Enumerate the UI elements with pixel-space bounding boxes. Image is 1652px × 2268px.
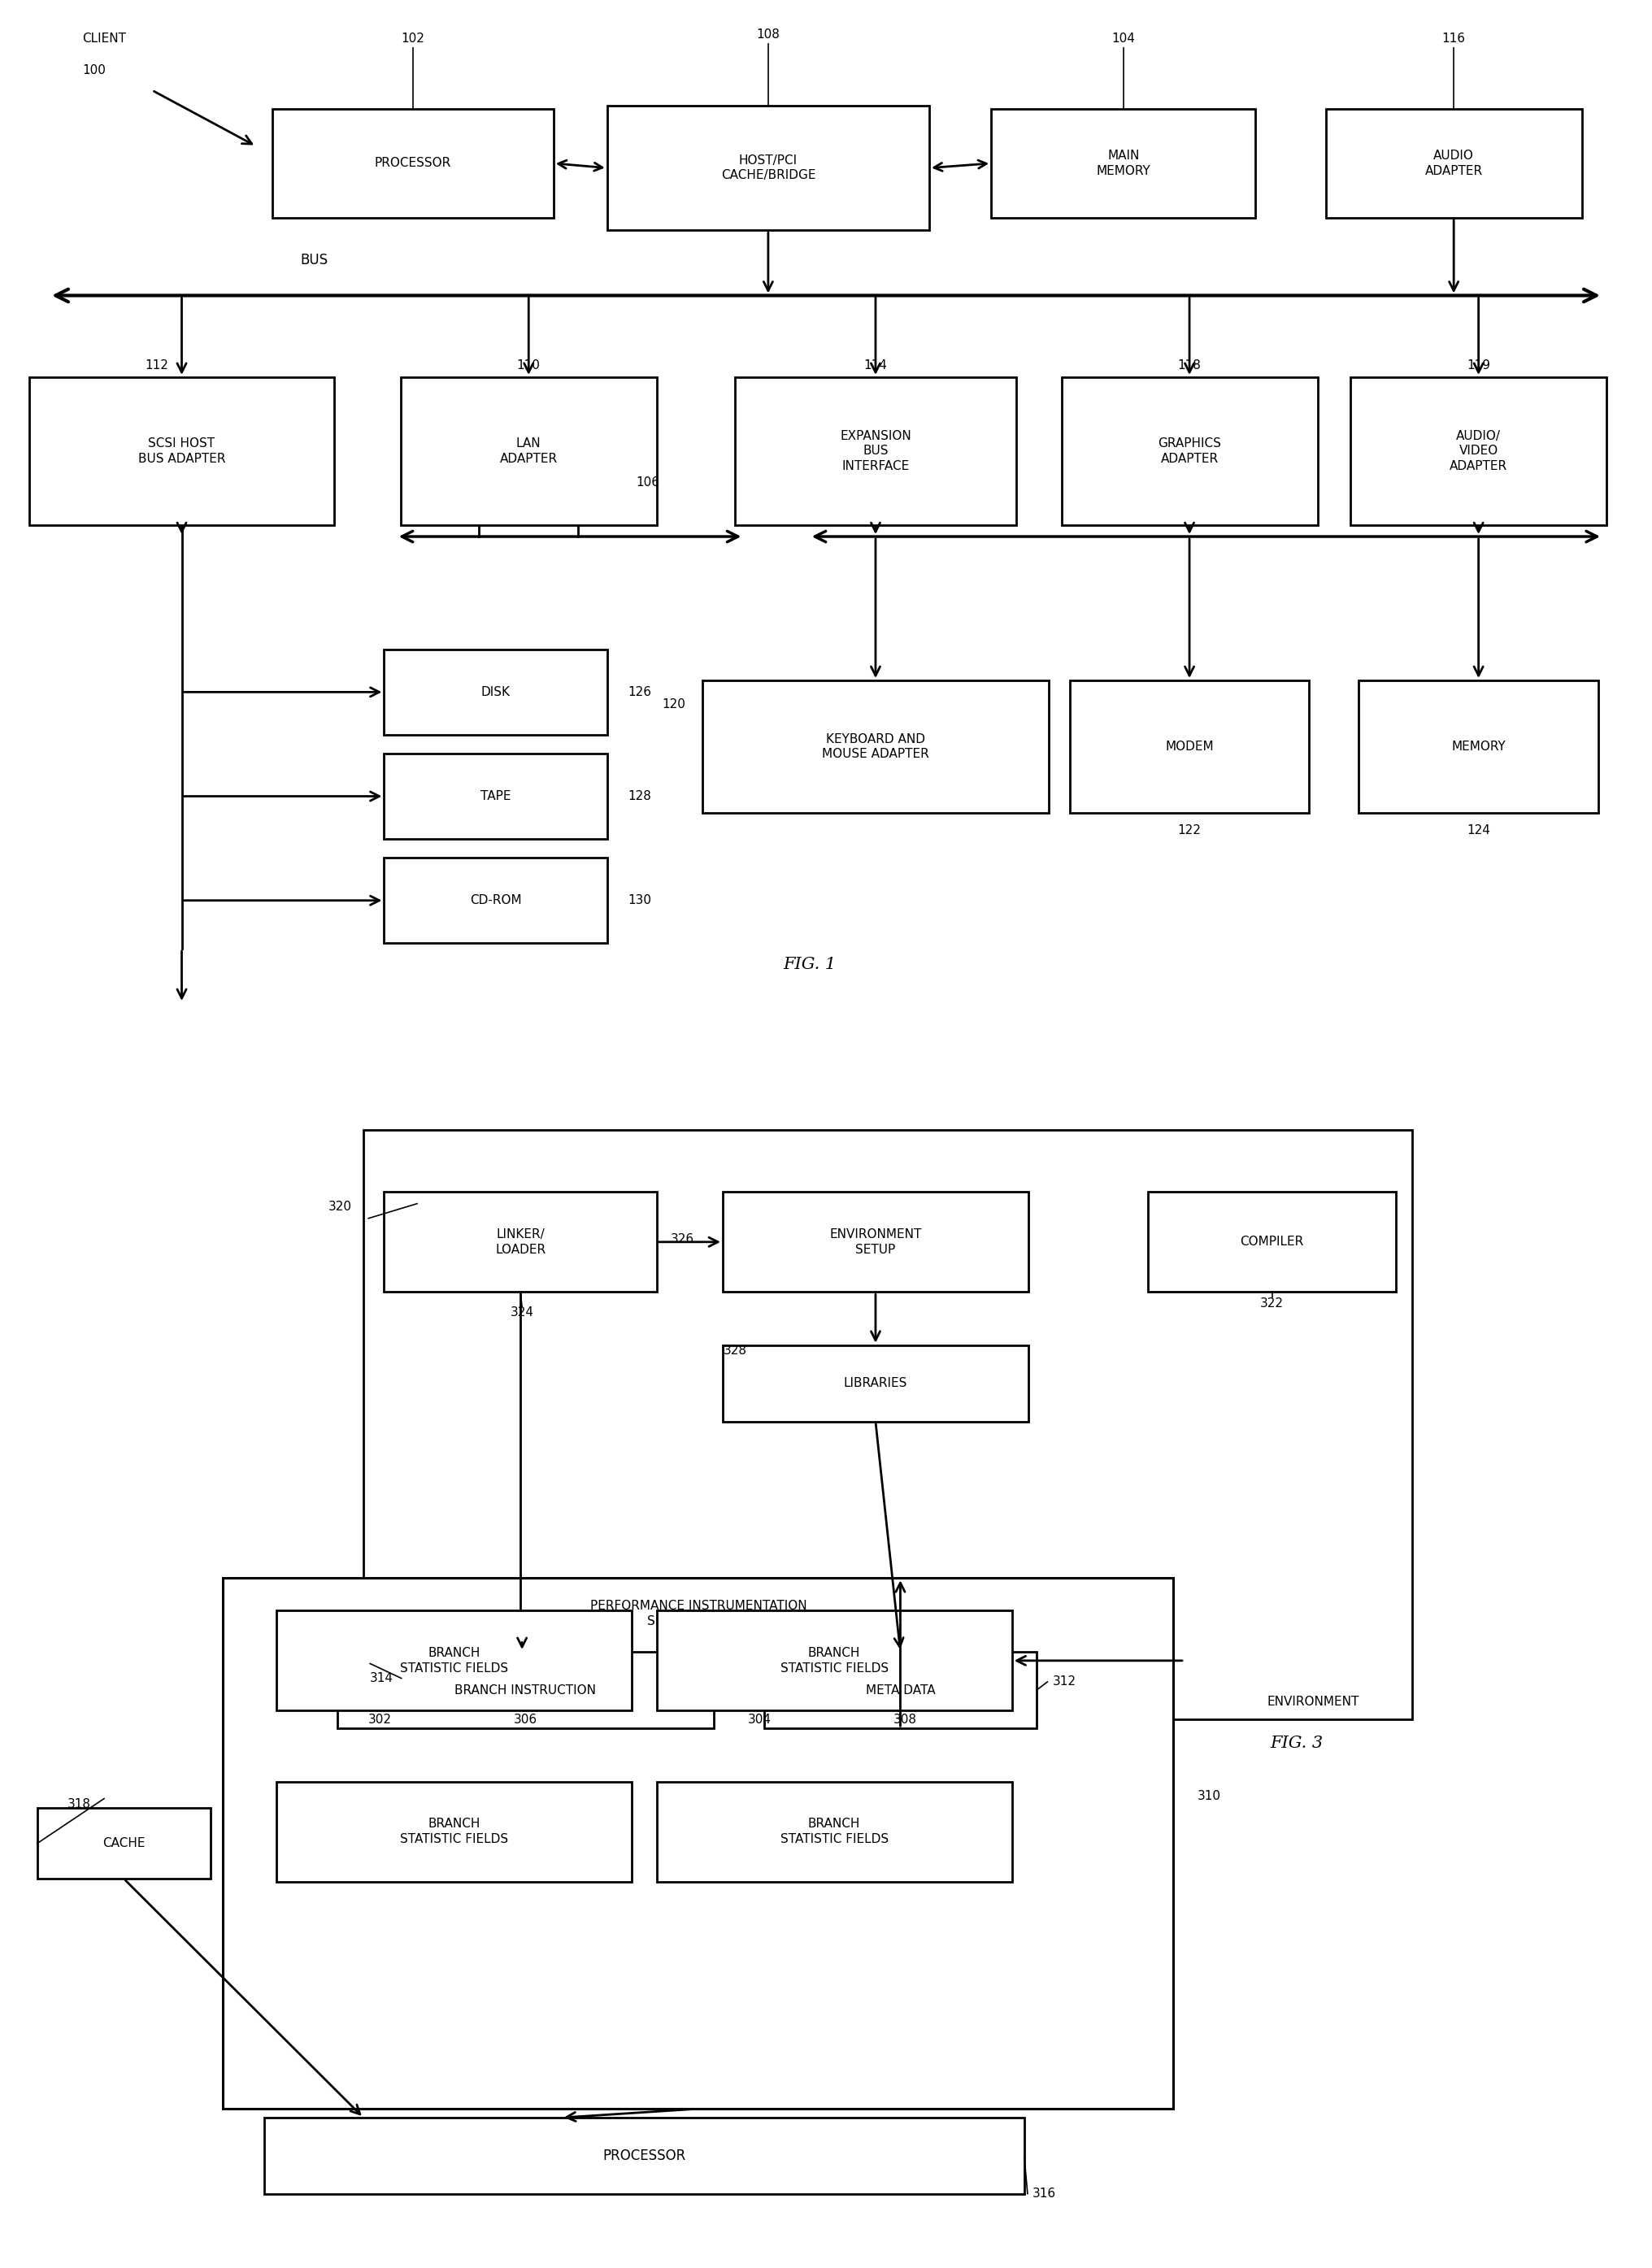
Text: GRAPHICS
ADAPTER: GRAPHICS ADAPTER [1158, 438, 1221, 465]
Text: EXPANSION
BUS
INTERFACE: EXPANSION BUS INTERFACE [839, 431, 912, 472]
FancyBboxPatch shape [735, 376, 1016, 524]
FancyBboxPatch shape [657, 1610, 1011, 1710]
FancyBboxPatch shape [1148, 1193, 1396, 1293]
Text: 308: 308 [894, 1715, 917, 1726]
Text: LINKER/
LOADER: LINKER/ LOADER [496, 1229, 545, 1256]
FancyBboxPatch shape [608, 107, 928, 229]
FancyBboxPatch shape [273, 109, 553, 218]
FancyBboxPatch shape [657, 1783, 1011, 1882]
Text: DISK: DISK [481, 685, 510, 699]
Text: 104: 104 [1112, 32, 1135, 45]
FancyBboxPatch shape [223, 1579, 1173, 2109]
FancyBboxPatch shape [1070, 680, 1308, 812]
Text: ENVIRONMENT: ENVIRONMENT [1267, 1696, 1360, 1708]
Text: TAPE: TAPE [481, 789, 510, 803]
Text: 116: 116 [1442, 32, 1465, 45]
Text: 100: 100 [83, 64, 106, 77]
Text: 310: 310 [1198, 1789, 1221, 1803]
FancyBboxPatch shape [383, 753, 608, 839]
Text: 322: 322 [1260, 1297, 1284, 1309]
Text: 112: 112 [145, 358, 169, 372]
Text: 128: 128 [628, 789, 651, 803]
Text: 312: 312 [1052, 1676, 1075, 1687]
FancyBboxPatch shape [991, 109, 1256, 218]
Text: 108: 108 [757, 27, 780, 41]
Text: AUDIO
ADAPTER: AUDIO ADAPTER [1424, 150, 1483, 177]
FancyBboxPatch shape [702, 680, 1049, 812]
Text: LIBRARIES: LIBRARIES [844, 1377, 907, 1390]
Text: BUS: BUS [301, 252, 327, 268]
Text: PROCESSOR: PROCESSOR [603, 2148, 686, 2164]
Text: FIG. 1: FIG. 1 [783, 957, 836, 973]
Text: HOST/PCI
CACHE/BRIDGE: HOST/PCI CACHE/BRIDGE [720, 154, 816, 181]
Text: PROCESSOR: PROCESSOR [375, 156, 451, 170]
Text: 102: 102 [401, 32, 425, 45]
Text: AUDIO/
VIDEO
ADAPTER: AUDIO/ VIDEO ADAPTER [1449, 431, 1508, 472]
FancyBboxPatch shape [278, 1610, 633, 1710]
FancyBboxPatch shape [1325, 109, 1583, 218]
Text: PERFORMANCE INSTRUMENTATION
SHADOW CACHE: PERFORMANCE INSTRUMENTATION SHADOW CACHE [590, 1599, 808, 1626]
FancyBboxPatch shape [383, 649, 608, 735]
Text: CD-ROM: CD-ROM [469, 894, 522, 907]
Text: BRANCH
STATISTIC FIELDS: BRANCH STATISTIC FIELDS [780, 1647, 889, 1674]
FancyBboxPatch shape [383, 1193, 656, 1293]
FancyBboxPatch shape [1061, 376, 1318, 524]
Text: CLIENT: CLIENT [83, 32, 127, 45]
Text: BRANCH INSTRUCTION: BRANCH INSTRUCTION [454, 1685, 596, 1696]
Text: MAIN
MEMORY: MAIN MEMORY [1097, 150, 1150, 177]
FancyBboxPatch shape [1358, 680, 1599, 812]
Text: FIG. 3: FIG. 3 [1270, 1735, 1323, 1751]
Text: SCSI HOST
BUS ADAPTER: SCSI HOST BUS ADAPTER [139, 438, 225, 465]
Text: MODEM: MODEM [1165, 739, 1214, 753]
Text: 114: 114 [864, 358, 887, 372]
Text: BRANCH
STATISTIC FIELDS: BRANCH STATISTIC FIELDS [400, 1647, 509, 1674]
Text: 130: 130 [628, 894, 651, 907]
FancyBboxPatch shape [763, 1651, 1037, 1728]
FancyBboxPatch shape [1351, 376, 1606, 524]
Text: 304: 304 [748, 1715, 771, 1726]
Text: 126: 126 [628, 685, 651, 699]
Text: 302: 302 [368, 1715, 392, 1726]
Text: LAN
ADAPTER: LAN ADAPTER [499, 438, 558, 465]
Text: 124: 124 [1467, 823, 1490, 837]
Text: COMPILER: COMPILER [1241, 1236, 1303, 1247]
FancyBboxPatch shape [337, 1651, 714, 1728]
FancyBboxPatch shape [400, 376, 656, 524]
Text: 316: 316 [1032, 2189, 1056, 2200]
Text: 314: 314 [370, 1672, 393, 1685]
Text: 324: 324 [510, 1306, 534, 1318]
Text: 326: 326 [671, 1234, 694, 1245]
Text: ENVIRONMENT
SETUP: ENVIRONMENT SETUP [829, 1229, 922, 1256]
Text: META DATA: META DATA [866, 1685, 935, 1696]
Text: KEYBOARD AND
MOUSE ADAPTER: KEYBOARD AND MOUSE ADAPTER [823, 733, 928, 760]
Text: 106: 106 [636, 476, 659, 488]
FancyBboxPatch shape [363, 1129, 1412, 1719]
FancyBboxPatch shape [264, 2118, 1024, 2195]
FancyBboxPatch shape [383, 857, 608, 943]
Text: 306: 306 [514, 1715, 537, 1726]
FancyBboxPatch shape [36, 1808, 211, 1878]
FancyBboxPatch shape [278, 1783, 633, 1882]
Text: 320: 320 [329, 1200, 352, 1213]
Text: 318: 318 [68, 1799, 91, 1810]
Text: CACHE: CACHE [102, 1837, 145, 1848]
Text: 119: 119 [1467, 358, 1490, 372]
Text: 122: 122 [1178, 823, 1201, 837]
FancyBboxPatch shape [724, 1193, 1028, 1293]
FancyBboxPatch shape [30, 376, 334, 524]
Text: 110: 110 [517, 358, 540, 372]
Text: 120: 120 [662, 699, 686, 710]
Text: BRANCH
STATISTIC FIELDS: BRANCH STATISTIC FIELDS [780, 1819, 889, 1846]
Text: MEMORY: MEMORY [1452, 739, 1505, 753]
Text: BRANCH
STATISTIC FIELDS: BRANCH STATISTIC FIELDS [400, 1819, 509, 1846]
FancyBboxPatch shape [724, 1345, 1028, 1422]
Text: 118: 118 [1178, 358, 1201, 372]
Text: 328: 328 [724, 1345, 747, 1356]
